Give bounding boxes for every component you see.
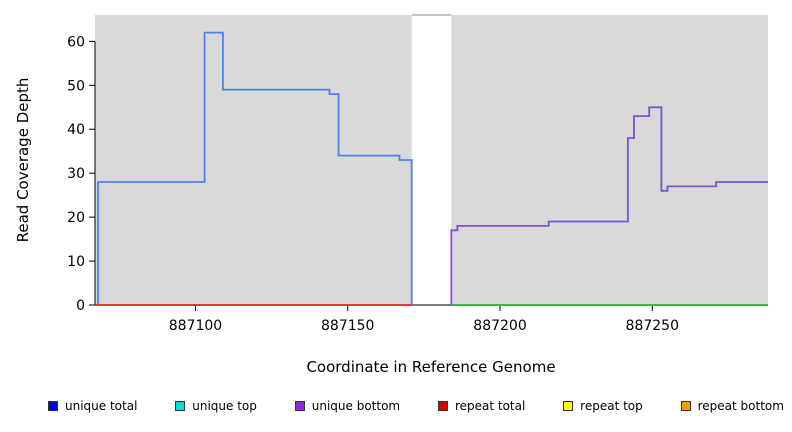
- y-tick-label: 10: [67, 254, 85, 270]
- y-tick-label: 50: [67, 78, 85, 94]
- legend-item-repeat-bottom: repeat bottom: [680, 399, 784, 413]
- panel-left-panel: [95, 15, 412, 305]
- legend-swatch-icon: [680, 401, 691, 411]
- x-tick-label: 887100: [169, 318, 222, 334]
- y-tick-label: 0: [76, 298, 85, 314]
- y-tick-label: 40: [67, 122, 85, 138]
- y-tick-label: 60: [67, 34, 85, 50]
- legend-swatch-icon: [294, 401, 305, 411]
- y-tick-label: 20: [67, 210, 85, 226]
- x-axis-title: Coordinate in Reference Genome: [306, 358, 555, 376]
- legend-item-unique-top: unique top: [175, 399, 257, 413]
- legend-swatch-icon: [437, 401, 448, 411]
- x-tick-label: 887200: [473, 318, 526, 334]
- series-unique-coverage-right: [450, 106, 768, 305]
- legend-item-repeat-top: repeat top: [563, 399, 643, 413]
- legend-swatch-icon: [563, 401, 574, 411]
- legend-label: unique bottom: [311, 399, 401, 413]
- legend: unique total unique top unique bottom repea…: [48, 399, 784, 413]
- legend-item-unique-total: unique total: [48, 399, 137, 413]
- chart-generated-layer: 0 10 20 30 40 50 60 887100 887150 887200 887250: [67, 14, 768, 334]
- x-tick-label: 887250: [626, 318, 679, 334]
- legend-label: unique total: [65, 399, 138, 413]
- legend-label: repeat top: [580, 399, 643, 413]
- y-tick-label: 30: [67, 166, 85, 182]
- legend-label: repeat total: [454, 399, 526, 413]
- y-axis-title: Read Coverage Depth: [14, 78, 32, 243]
- legend-item-repeat-total: repeat total: [437, 399, 526, 413]
- x-tick-label: 887150: [321, 318, 374, 334]
- legend-swatch-icon: [175, 401, 186, 411]
- legend-item-unique-bottom: unique bottom: [294, 399, 401, 413]
- panel-right-panel: [451, 15, 768, 305]
- legend-label: repeat bottom: [697, 399, 784, 413]
- series-unique-coverage-left: [97, 31, 413, 305]
- legend-label: unique top: [192, 399, 257, 413]
- coverage-chart: 0 10 20 30 40 50 60 887100 887150 887200 887250 Co…: [14, 14, 768, 376]
- legend-swatch-icon: [48, 401, 58, 411]
